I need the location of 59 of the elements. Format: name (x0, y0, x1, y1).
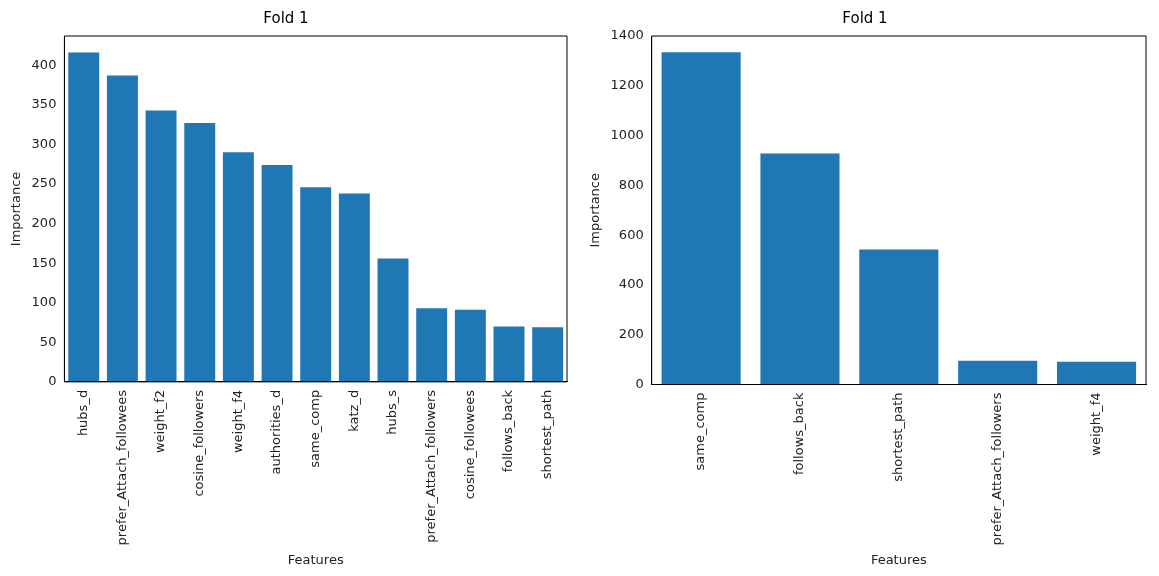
x-tick-label: authorities_d (268, 389, 284, 475)
y-tick-label: 800 (618, 176, 644, 192)
x-tick-label: cosine_followers (191, 389, 207, 497)
y-tick-label: 600 (618, 226, 644, 242)
y-tick-label: 200 (31, 214, 57, 230)
x-tick-label: shortest_path (539, 389, 555, 480)
bar (261, 165, 293, 382)
bar (377, 258, 409, 382)
y-tick-label: 250 (31, 175, 57, 191)
bar (222, 152, 254, 382)
x-tick-label: weight_f4 (1087, 392, 1103, 456)
x-tick-label: prefer_Attach_followers (989, 392, 1005, 546)
bar (532, 327, 564, 382)
y-axis-title: Importance (587, 173, 603, 248)
bar (416, 308, 448, 382)
y-tick-label: 300 (31, 135, 57, 151)
x-axis-title: Features (287, 551, 344, 567)
y-tick-label: 400 (31, 56, 57, 72)
x-tick-label: follows_back (500, 389, 516, 473)
bar (1057, 361, 1137, 385)
y-tick-label: 1000 (610, 126, 644, 142)
bar (661, 52, 741, 385)
y-tick-label: 1400 (610, 27, 644, 43)
x-axis-title: Features (870, 551, 928, 567)
y-tick-label: 150 (31, 254, 57, 270)
bar (68, 52, 100, 382)
x-tick-label: hubs_s (384, 389, 400, 435)
x-tick-label: weight_f2 (152, 389, 168, 454)
y-tick-label: 100 (31, 294, 57, 310)
x-tick-label: shortest_path (890, 392, 906, 482)
bar (106, 75, 138, 382)
x-tick-label: cosine_followees (461, 389, 477, 500)
y-tick-label: 0 (635, 375, 644, 391)
chart-title: Fold 1 (842, 8, 888, 27)
y-tick-label: 400 (618, 276, 644, 292)
y-tick-label: 50 (39, 333, 57, 349)
x-tick-label: same_comp (307, 389, 323, 468)
bar (760, 153, 840, 385)
x-tick-label: follows_back (791, 392, 807, 476)
chart-title: Fold 1 (263, 8, 309, 27)
bar (958, 360, 1038, 385)
bar (859, 249, 939, 385)
x-tick-label: prefer_Attach_followees (113, 389, 129, 546)
bar (338, 193, 370, 382)
bar (300, 187, 332, 382)
x-tick-label: hubs_d (75, 389, 91, 437)
x-tick-label: prefer_Attach_followers (423, 389, 439, 543)
bar (184, 123, 216, 382)
y-axis-title: Importance (8, 171, 24, 247)
bar (454, 309, 486, 382)
y-tick-label: 0 (48, 373, 57, 389)
y-tick-label: 200 (618, 326, 644, 342)
bar (493, 326, 525, 382)
x-tick-label: same_comp (692, 392, 708, 471)
y-tick-label: 350 (31, 96, 57, 112)
bar (145, 110, 177, 382)
x-tick-label: katz_d (345, 389, 361, 432)
x-tick-label: weight_f4 (229, 389, 245, 454)
y-tick-label: 1200 (610, 77, 644, 93)
